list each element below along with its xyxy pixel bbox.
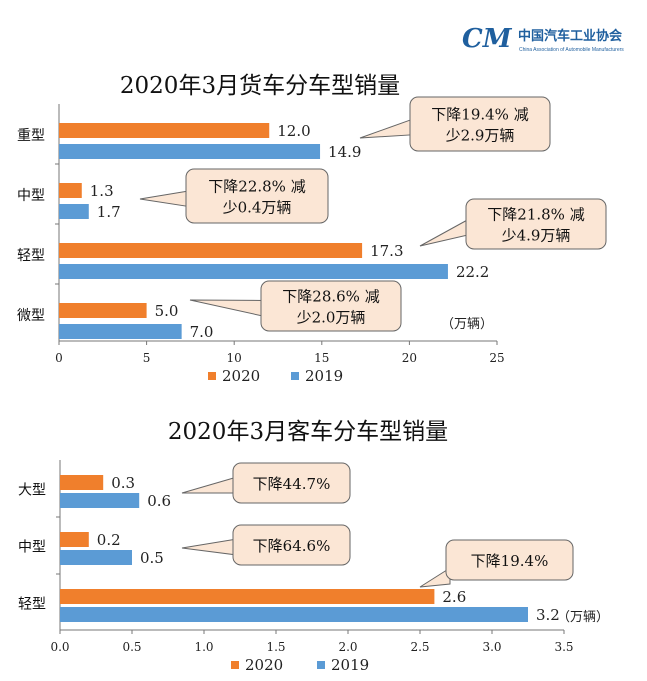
value-label: 0.3 <box>111 474 135 492</box>
callout-text: 少4.9万辆 <box>502 227 571 245</box>
x-tick-label: 2.5 <box>410 640 429 654</box>
x-tick-label: 0 <box>55 351 63 365</box>
legend-label-2019: 2019 <box>331 656 369 674</box>
callout-tail <box>139 190 191 208</box>
callout-text: 下降28.6% 减 <box>282 288 379 306</box>
legend-label-2019: 2019 <box>305 367 343 385</box>
legend-label-2020: 2020 <box>245 656 283 674</box>
chart-title: 2020年3月货车分车型销量 <box>120 73 400 99</box>
value-label: 17.3 <box>370 242 403 260</box>
legend-label-2020: 2020 <box>222 367 260 385</box>
bar-2019-0 <box>60 493 140 508</box>
x-tick-label: 15 <box>314 351 329 365</box>
value-label: 2.6 <box>442 588 466 606</box>
callout-box <box>409 96 551 152</box>
value-label: 7.0 <box>190 323 214 341</box>
value-label: 1.3 <box>90 182 114 200</box>
bar-2019-1 <box>60 550 132 565</box>
x-tick-label: 3.5 <box>554 640 573 654</box>
category-label: 轻型 <box>18 597 46 613</box>
x-tick-label: 2.0 <box>338 640 357 654</box>
bar-2020-1 <box>60 532 89 547</box>
logo-name-cn: 中国汽车工业协会 <box>518 28 623 44</box>
callout-tail <box>359 117 415 139</box>
callout-box <box>465 198 607 250</box>
bus-chart: 2020年3月客车分车型销量 0.0 0.5 1.0 1.5 2.0 2.5 3.0 3.5 大型… <box>18 419 609 674</box>
value-label: 5.0 <box>155 302 179 320</box>
value-label: 0.2 <box>97 531 121 549</box>
legend-swatch-2020 <box>208 372 216 380</box>
x-tick-label: 5 <box>143 351 151 365</box>
value-label: 0.5 <box>140 549 164 567</box>
truck-chart: 2020年3月货车分车型销量 0 5 10 15 20 25 重型 12.0 14.9 中型 1.3 1… <box>17 73 607 385</box>
value-label: 22.2 <box>456 263 489 281</box>
bar-2019-2 <box>60 607 528 622</box>
x-tick-label: 1.5 <box>266 640 285 654</box>
x-tick-label: 0.5 <box>122 640 141 654</box>
x-tick-label: 10 <box>227 351 242 365</box>
value-label: 0.6 <box>147 492 171 510</box>
chart-title: 2020年3月客车分车型销量 <box>168 419 448 445</box>
logo-mark: CM <box>462 24 513 54</box>
x-tick-label: 1.0 <box>194 640 213 654</box>
callout-text: 下降22.8% 减 <box>208 178 305 196</box>
value-label: 1.7 <box>97 203 121 221</box>
bar-2019-0 <box>59 144 321 159</box>
callout-box <box>185 168 329 224</box>
unit-label: （万辆） <box>441 317 493 332</box>
value-label: 14.9 <box>328 143 361 161</box>
bar-2020-0 <box>60 475 104 490</box>
callout-text: 下降21.8% 减 <box>487 206 584 224</box>
callout-box <box>260 280 402 332</box>
callout-text: 下降64.6% <box>253 537 331 555</box>
category-label: 重型 <box>17 128 45 144</box>
x-tick-label: 3.0 <box>482 640 501 654</box>
callout-tail <box>181 538 238 556</box>
unit-label: （万辆） <box>557 610 609 625</box>
x-tick-label: 25 <box>489 351 504 365</box>
bar-2020-3 <box>59 303 147 318</box>
bar-2020-1 <box>59 183 82 198</box>
category-label: 微型 <box>17 308 45 324</box>
value-label: 3.2 <box>536 606 560 624</box>
callout-tail <box>189 299 266 318</box>
bar-2019-3 <box>59 324 182 339</box>
value-label: 12.0 <box>277 122 310 140</box>
x-tick-label: 20 <box>402 351 417 365</box>
callout-box <box>232 524 351 566</box>
legend-swatch-2020 <box>231 661 239 669</box>
x-tick-label: 0.0 <box>50 640 69 654</box>
bar-2019-2 <box>59 264 448 279</box>
category-label: 中型 <box>17 188 45 204</box>
legend-swatch-2019 <box>317 661 325 669</box>
callout-box <box>232 462 351 504</box>
callout-box <box>445 539 574 581</box>
callout-tail <box>419 217 471 247</box>
legend-swatch-2019 <box>291 372 299 380</box>
callout-text: 下降19.4% 减 <box>431 106 528 124</box>
category-label: 轻型 <box>17 248 45 264</box>
bar-2020-0 <box>59 123 270 138</box>
callout-text: 下降19.4% <box>471 552 549 570</box>
category-label: 大型 <box>18 483 46 499</box>
callout-text: 少0.4万辆 <box>223 199 292 217</box>
callout-text: 少2.9万辆 <box>446 127 515 145</box>
bar-2020-2 <box>59 243 363 258</box>
bar-2019-1 <box>59 204 89 219</box>
callout-text: 下降44.7% <box>253 475 331 493</box>
logo-name-en: China Association of Automobile Manufact… <box>519 47 624 53</box>
callout-text: 少2.0万辆 <box>297 309 366 327</box>
caam-logo: CM 中国汽车工业协会 China Association of Automob… <box>462 24 624 54</box>
callout-tail <box>181 476 238 494</box>
category-label: 中型 <box>18 540 46 556</box>
bar-2020-2 <box>60 589 435 604</box>
